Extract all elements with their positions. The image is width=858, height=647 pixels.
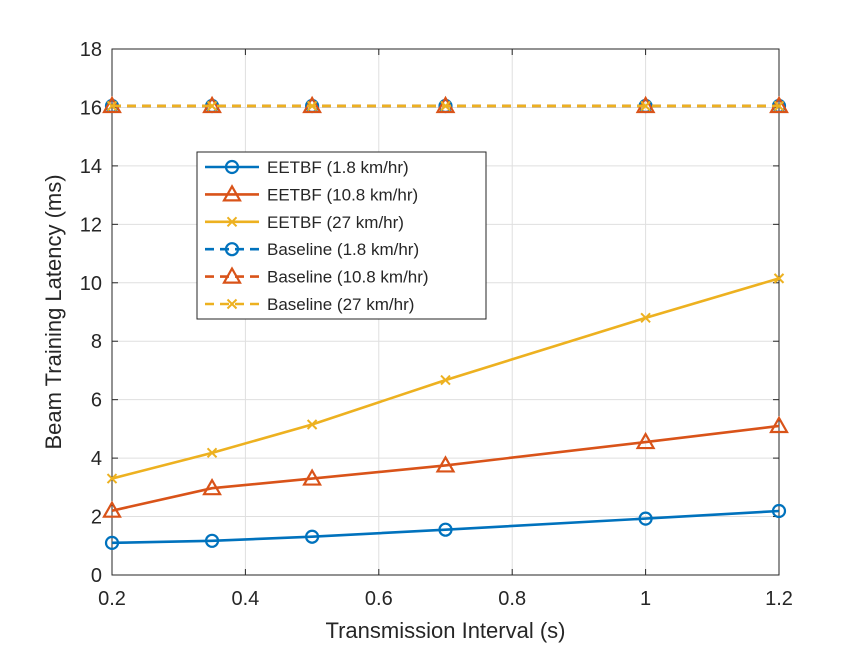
legend-label: Baseline (1.8 km/hr) [267,240,419,259]
y-tick-label: 2 [91,507,102,529]
series-line [111,424,780,512]
series-2 [102,415,789,518]
y-axis-label: Beam Training Latency (ms) [41,174,66,449]
legend-marker [226,216,238,228]
x-tick-label: 1.2 [765,588,793,610]
data-point [771,503,787,519]
legend: EETBF (1.8 km/hr) EETBF (10.8 km/hr) EETBF… [196,151,487,320]
x-axis-label: Transmission Interval (s) [325,618,565,643]
data-point [640,312,651,324]
legend-marker [224,242,240,257]
y-tick-label: 4 [91,448,102,470]
legend-item: Baseline (1.8 km/hr) [205,240,419,259]
data-point [640,100,651,112]
legend-item: EETBF (27 km/hr) [205,213,404,232]
data-point [202,477,222,496]
plot-area-frame [111,48,780,576]
legend-marker [222,266,242,284]
legend-item: Baseline (10.8 km/hr) [205,266,429,287]
data-point [440,100,451,112]
legend-label: Baseline (27 km/hr) [267,295,414,314]
y-tick-label: 14 [80,156,102,178]
y-tick-label: 6 [91,390,102,412]
y-tick-label: 8 [91,331,102,353]
data-point [106,473,118,484]
series-6 [106,100,785,112]
series-layer [102,95,789,550]
data-point [305,529,320,544]
data-point [204,533,220,548]
y-tick-label: 12 [80,214,102,236]
series-1 [104,503,787,550]
series-line [111,509,780,545]
y-tick-label: 0 [91,565,102,587]
data-point [438,522,453,537]
legend-item: EETBF (10.8 km/hr) [205,184,418,204]
y-tick-label: 10 [80,273,102,295]
data-point [773,100,785,112]
y-tick-label: 18 [80,39,102,61]
legend-label: Baseline (10.8 km/hr) [267,268,429,287]
data-point [302,468,322,486]
data-point [306,100,318,112]
legend-label: EETBF (1.8 km/hr) [267,158,409,177]
data-point [104,535,120,550]
data-point [773,273,785,284]
x-tick-label: 0.4 [231,588,259,610]
data-point [769,415,789,434]
x-tick-label: 1 [640,588,651,610]
series-3 [106,273,785,484]
data-point [206,100,218,112]
data-point [440,374,451,386]
legend-item: Baseline (27 km/hr) [205,295,414,314]
legend-item: EETBF (1.8 km/hr) [205,158,409,177]
data-point [102,500,122,518]
axes: 0.2 0.4 0.6 0.8 1 1.2 0 2 4 6 8 10 12 14 16 18 [80,39,793,610]
legend-label: EETBF (27 km/hr) [267,213,404,232]
legend-box [196,151,487,320]
x-tick-label: 0.6 [365,588,393,610]
legend-marker [226,298,238,310]
legend-marker [222,184,242,202]
data-point [638,511,653,526]
x-tick-label: 0.2 [98,588,126,610]
legend-marker [224,159,240,175]
x-tick-label: 0.8 [498,588,526,610]
data-point [635,431,656,450]
data-point [306,419,318,430]
data-point [206,447,218,459]
data-point [435,455,456,473]
series-line [111,277,780,480]
y-tick-label: 16 [80,97,102,119]
legend-label: EETBF (10.8 km/hr) [267,185,418,204]
data-point [106,100,118,112]
